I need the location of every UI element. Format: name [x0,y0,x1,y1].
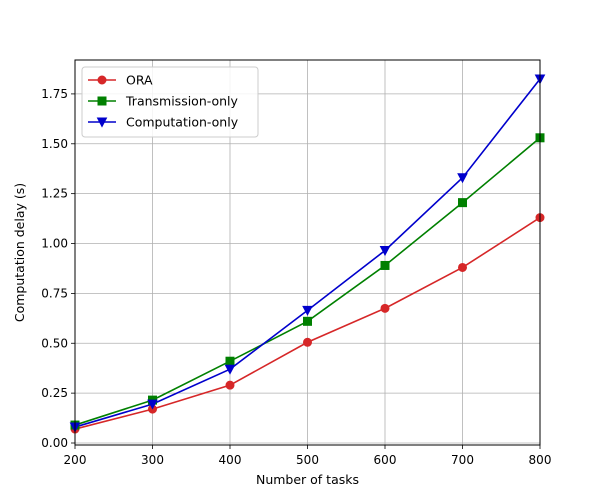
x-tick-label: 700 [451,453,474,467]
y-tick-label: 0.50 [41,336,68,350]
data-point-ora [303,337,312,347]
legend-label-computation-only: Computation-only [126,115,239,130]
y-tick-label: 1.75 [41,87,68,101]
data-point-computation-only [302,305,313,316]
y-tick-label: 1.25 [41,187,68,201]
data-point-transmission-only [225,356,235,366]
y-tick-label: 0.75 [41,286,68,300]
data-point-ora [458,262,467,272]
legend: ORA Transmission-only Computation-only [81,66,259,138]
legend-label-ora: ORA [126,73,153,88]
data-point-transmission-only [380,260,390,270]
y-tick-label: 1.00 [41,237,68,251]
x-tick-label: 800 [529,453,552,467]
x-tick-label: 600 [374,453,397,467]
x-tick-label: 300 [141,453,164,467]
data-point-transmission-only [458,198,467,208]
y-axis-label: Computation delay (s) [12,183,27,322]
y-tick-label: 1.50 [41,137,68,151]
x-tick-label: 400 [219,453,242,467]
y-tick-label: 0.25 [41,386,68,400]
legend-label-transmission-only: Transmission-only [125,94,239,109]
x-tick-label: 200 [64,453,87,467]
x-axis-label: Number of tasks [256,472,359,487]
legend-marker-computation-only [96,117,108,128]
data-point-ora [225,380,235,390]
x-axis-ticks: 200 300 400 500 600 700 800 [64,445,552,467]
legend-box [81,66,259,138]
legend-marker-transmission-only [97,96,107,106]
data-point-computation-only [457,173,468,184]
data-point-computation-only [147,399,158,410]
data-point-ora [380,303,390,313]
data-point-computation-only [224,364,236,375]
data-point-computation-only [379,246,391,257]
y-tick-label: 0.00 [41,436,68,450]
x-tick-label: 500 [296,453,319,467]
legend-marker-ora [97,75,107,85]
data-point-transmission-only [303,316,312,326]
y-axis-ticks: 0.00 0.25 0.50 0.75 1.00 1.25 1.50 1.75 [41,87,75,450]
